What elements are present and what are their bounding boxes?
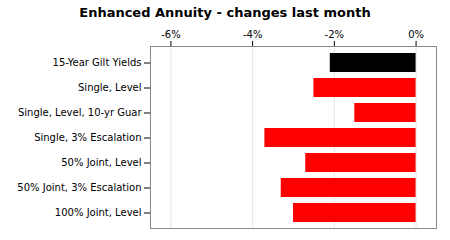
svg-text:0%: 0% bbox=[408, 29, 424, 40]
svg-text:50% Joint, Level: 50% Joint, Level bbox=[61, 157, 141, 168]
svg-text:-2%: -2% bbox=[325, 29, 344, 40]
svg-text:15-Year Gilt Yields: 15-Year Gilt Yields bbox=[53, 57, 142, 68]
svg-text:Single, Level: Single, Level bbox=[78, 82, 142, 93]
html-text:Enhanced Annuity - changes las: Enhanced Annuity - changes last month bbox=[79, 5, 371, 20]
svg-text:50% Joint, 3% Escalation: 50% Joint, 3% Escalation bbox=[17, 182, 141, 193]
svg-text:Single, 3% Escalation: Single, 3% Escalation bbox=[34, 132, 141, 143]
svg-text:-4%: -4% bbox=[243, 29, 262, 40]
svg-text:-6%: -6% bbox=[161, 29, 180, 40]
svg-text:100% Joint, Level: 100% Joint, Level bbox=[55, 207, 142, 218]
svg-text:Single, Level, 10-yr Guar: Single, Level, 10-yr Guar bbox=[18, 107, 142, 118]
